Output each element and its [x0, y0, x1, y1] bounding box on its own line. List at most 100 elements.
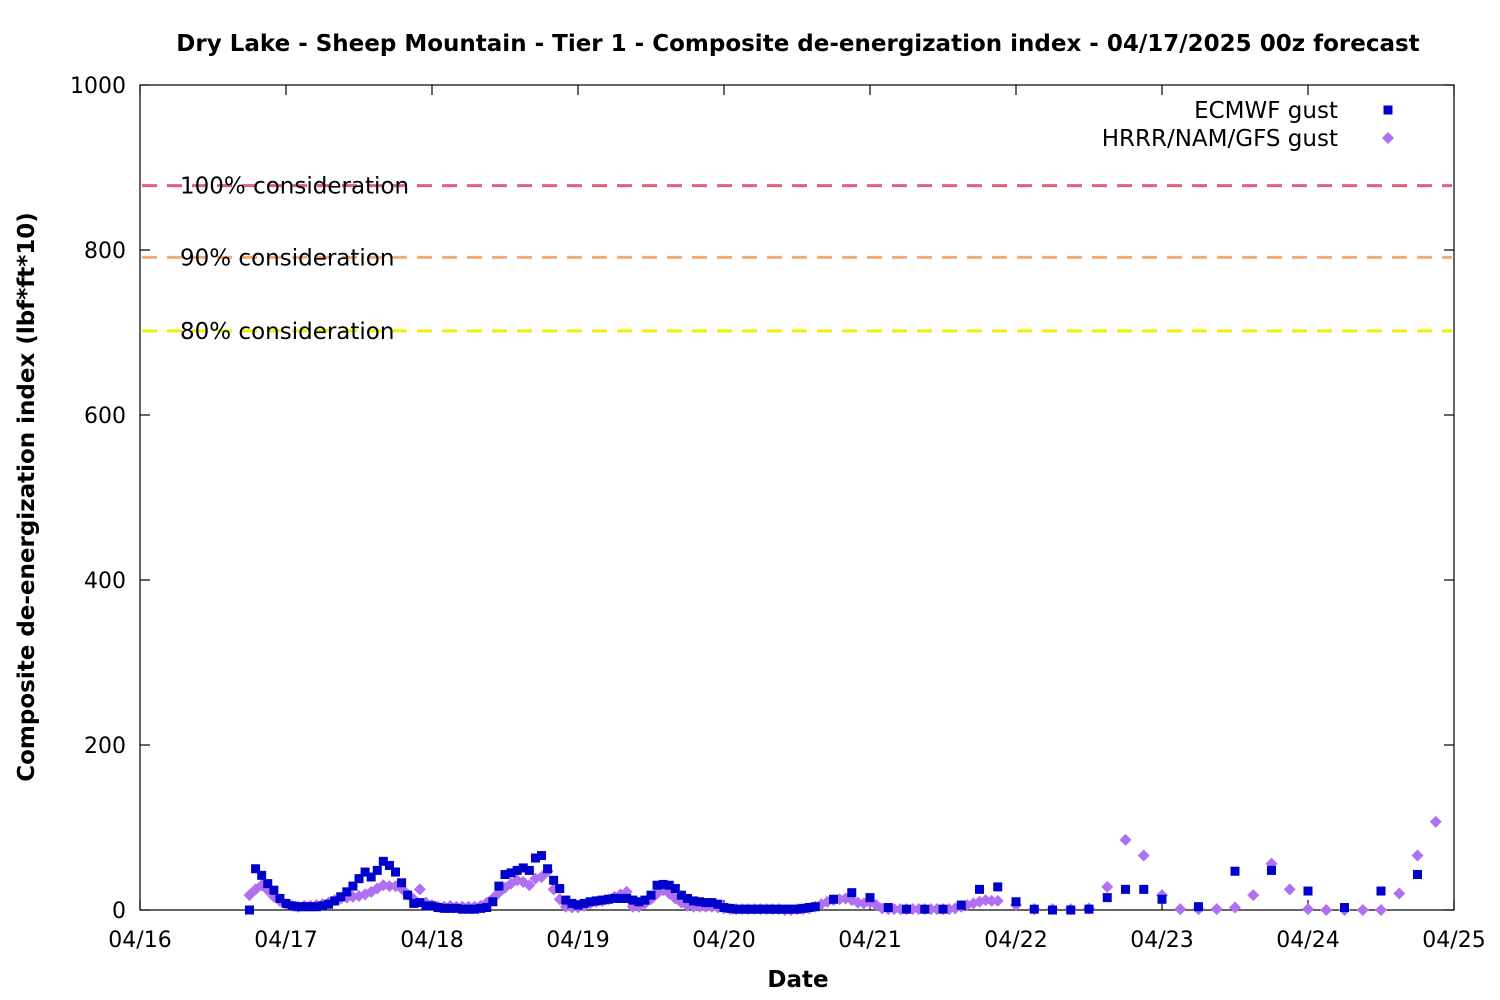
data-point [762, 904, 772, 914]
data-point [676, 890, 686, 900]
data-point [523, 879, 536, 892]
x-tick-label: 04/19 [546, 928, 609, 953]
data-point [707, 898, 717, 908]
data-point [378, 856, 388, 866]
data-point [1376, 886, 1386, 896]
data-point [616, 893, 626, 903]
data-point [603, 894, 613, 904]
data-point [263, 879, 273, 889]
data-point [409, 898, 419, 908]
data-point [1084, 904, 1094, 914]
x-tick-label: 04/17 [254, 928, 317, 953]
data-point [920, 904, 930, 914]
chart-title: Dry Lake - Sheep Mountain - Tier 1 - Com… [176, 31, 1419, 57]
data-point [1029, 904, 1039, 914]
data-point [792, 904, 802, 914]
data-point [798, 903, 808, 913]
y-tick-label: 200 [84, 734, 126, 759]
y-tick-label: 800 [84, 239, 126, 264]
data-point [938, 904, 948, 914]
x-tick-label: 04/22 [984, 928, 1047, 953]
data-point [500, 870, 510, 880]
data-point [555, 884, 565, 894]
data-point [1283, 883, 1296, 896]
data-point [683, 893, 692, 903]
legend-label: HRRR/NAM/GFS gust [1102, 126, 1338, 152]
series-ecmwf-gust [245, 851, 1422, 915]
data-point [518, 863, 528, 873]
x-axis: 04/16 04/17 04/18 04/19 04/20 04/21 04/22 04/23… [108, 85, 1486, 953]
data-point [457, 904, 467, 914]
data-point [470, 904, 480, 914]
data-point [318, 901, 327, 911]
data-point [482, 903, 492, 913]
data-point [1356, 904, 1369, 916]
data-point [719, 903, 729, 913]
data-point [610, 893, 619, 903]
data-point [1139, 884, 1149, 894]
data-point [251, 864, 261, 874]
data-point [1194, 902, 1203, 912]
data-point [549, 875, 559, 885]
data-point [299, 902, 309, 912]
data-point [360, 867, 370, 877]
reference-line-label: 90% consideration [180, 245, 394, 271]
data-point [1119, 833, 1132, 846]
data-point [847, 888, 857, 898]
data-point [537, 851, 546, 861]
data-point [1413, 870, 1422, 880]
data-point [372, 865, 382, 875]
data-point [1429, 815, 1442, 828]
data-point [494, 881, 504, 891]
data-point [415, 898, 425, 908]
data-point [445, 903, 455, 913]
y-axis: 0 200 400 600 800 1000 [70, 74, 1454, 924]
data-point [956, 900, 966, 910]
data-point [476, 903, 486, 913]
data-point [774, 904, 784, 914]
data-point [269, 885, 279, 895]
data-point [985, 894, 998, 907]
data-point [1210, 903, 1223, 916]
data-point [1393, 887, 1406, 900]
data-point [1302, 903, 1314, 916]
data-point [391, 867, 400, 877]
legend-marker [1383, 105, 1393, 115]
x-tick-label: 04/18 [400, 928, 463, 953]
data-series [243, 815, 1442, 916]
data-point [1340, 903, 1349, 913]
x-tick-label: 04/23 [1130, 928, 1193, 953]
data-point [330, 896, 340, 906]
data-point [433, 903, 443, 913]
data-point [810, 902, 820, 912]
data-point [1157, 894, 1167, 904]
data-point [348, 881, 358, 891]
data-point [464, 904, 473, 914]
data-point [804, 903, 814, 913]
data-point [573, 900, 583, 910]
data-point [451, 903, 461, 913]
y-tick-label: 400 [84, 569, 126, 594]
data-point [1230, 866, 1240, 876]
data-point [991, 894, 1004, 907]
data-point [530, 853, 540, 863]
legend-marker [1382, 132, 1394, 144]
data-point [1174, 903, 1187, 916]
data-point [756, 904, 765, 914]
data-point [1048, 905, 1057, 915]
data-point [597, 895, 607, 905]
data-point [311, 902, 321, 912]
x-tick-label: 04/25 [1422, 928, 1485, 953]
data-point [1229, 901, 1241, 914]
x-tick-label: 04/20 [692, 928, 755, 953]
data-point [640, 895, 650, 905]
data-point [336, 892, 346, 902]
data-point [1267, 865, 1276, 875]
data-point [1137, 849, 1150, 862]
data-point [883, 903, 893, 913]
data-point [658, 879, 668, 889]
data-point [865, 893, 875, 903]
data-point [439, 903, 449, 913]
data-point [245, 905, 254, 915]
data-point [628, 895, 638, 905]
